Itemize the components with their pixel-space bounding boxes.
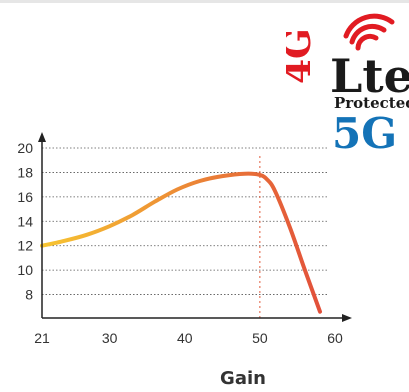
- badge-lte-text: Lte: [330, 49, 409, 103]
- signal-waves-icon: [343, 13, 395, 51]
- x-axis-title: Gain: [220, 368, 266, 389]
- x-tick-label: 30: [102, 330, 118, 346]
- y-tick-label: 8: [25, 287, 33, 303]
- y-axis-arrow: [38, 132, 46, 142]
- y-tick-label: 14: [17, 213, 33, 229]
- y-tick-label: 16: [17, 189, 33, 205]
- axes: [38, 132, 352, 322]
- y-tick-label: 20: [17, 140, 33, 156]
- y-tick-label: 10: [17, 262, 33, 278]
- y-tick-label: 12: [17, 238, 33, 254]
- badge-5g-text: 5G: [332, 109, 397, 154]
- x-tick-label: 50: [252, 330, 268, 346]
- x-tick-labels: 21 30 40 50 60: [34, 330, 343, 346]
- x-tick-label: 40: [177, 330, 193, 346]
- x-tick-label: 21: [34, 330, 50, 346]
- x-tick-label: 60: [327, 330, 343, 346]
- badge-protected-text: Protected: [334, 94, 409, 112]
- y-tick-labels: 8 10 12 14 16 18 20: [17, 140, 33, 303]
- series-line: [40, 171, 322, 314]
- x-axis-arrow: [342, 314, 352, 322]
- 4g-lte-5g-protected-badge: 4G Lte Protected 5G: [286, 13, 409, 154]
- top-rule: [0, 0, 409, 3]
- grid-lines: [42, 147, 328, 295]
- y-tick-label: 18: [17, 164, 33, 180]
- badge-4g-text: 4G: [286, 28, 319, 84]
